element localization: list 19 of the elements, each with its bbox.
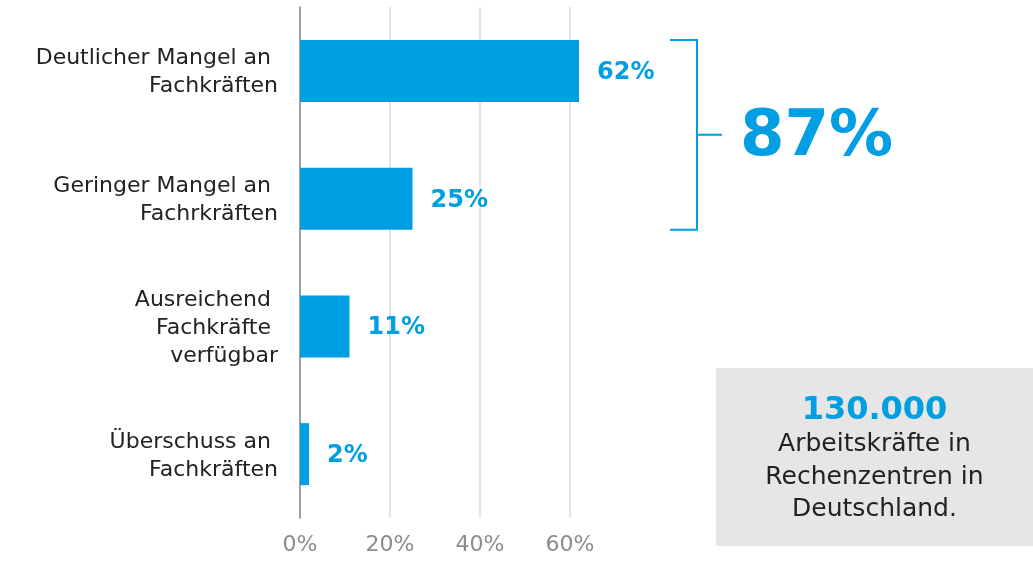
text: 130.000 <box>800 389 949 428</box>
data-label: 11% <box>367 312 425 341</box>
data-label: 2% <box>327 440 368 469</box>
data-label: 62% <box>597 56 655 85</box>
y-tick-label: Ausreichend Fachkräfte verfügbar <box>134 285 279 367</box>
text: 87% <box>740 95 894 170</box>
x-tick-label: 60% <box>545 530 595 556</box>
x-tick-label: 0% <box>282 530 318 556</box>
bar <box>300 295 350 358</box>
y-tick-label: Deutlicher Mangel an Fachkräften <box>35 44 278 98</box>
bar <box>300 423 309 486</box>
bar <box>300 167 413 230</box>
text: Arbeitskräfte in Rechenzentren in Deutschland. <box>764 427 985 525</box>
bar <box>300 39 579 102</box>
y-tick-label: Geringer Mangel an Fachrkräften <box>53 172 278 226</box>
x-tick-label: 20% <box>365 530 415 556</box>
y-tick-label: Überschuss an Fachkräften <box>109 427 278 481</box>
data-label: 25% <box>430 184 488 213</box>
x-tick-label: 40% <box>455 530 505 556</box>
